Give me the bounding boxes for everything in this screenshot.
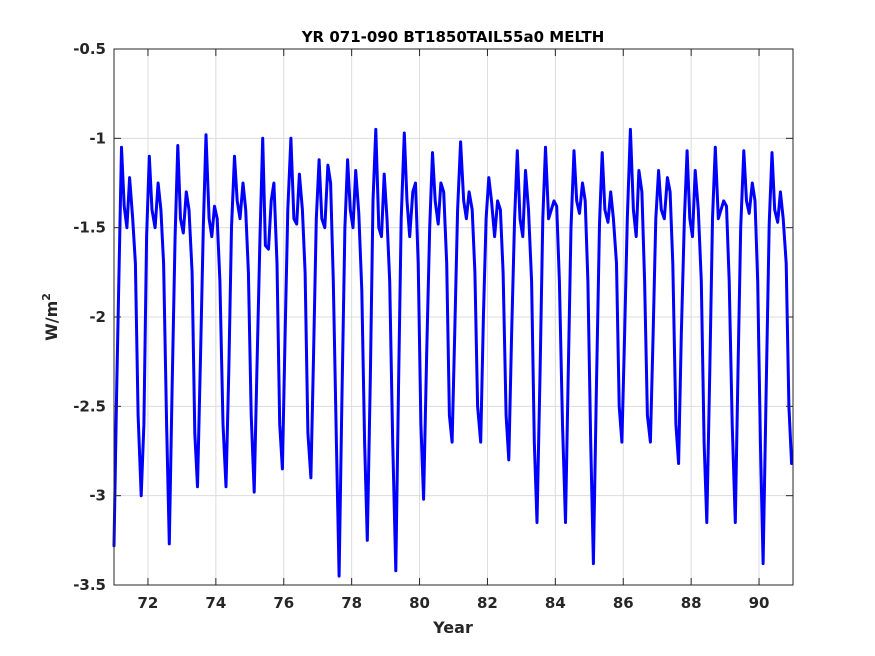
- y-axis-label-base: W/m: [42, 301, 61, 341]
- x-tick-label: 86: [613, 594, 634, 612]
- y-axis-label: W/m2: [40, 293, 61, 341]
- y-tick-label: -1.5: [73, 219, 106, 237]
- x-axis-label: Year: [432, 618, 473, 637]
- x-tick-labels: 72 74 76 78 80 82 84 86 88 90: [138, 594, 770, 612]
- axis-ticks: [114, 48, 793, 586]
- series-line: [112, 127, 794, 578]
- y-tick-label: -1: [89, 129, 106, 147]
- x-tick-label: 74: [205, 594, 226, 612]
- x-tick-label: 80: [409, 594, 430, 612]
- y-tick-label: -0.5: [73, 40, 106, 58]
- x-tick-label: 72: [138, 594, 159, 612]
- y-tick-label: -3: [89, 487, 106, 505]
- x-tick-label: 84: [545, 594, 566, 612]
- x-tick-label: 78: [341, 594, 362, 612]
- x-tick-label: 88: [681, 594, 702, 612]
- y-axis-label-superscript: 2: [40, 293, 53, 301]
- chart-title: YR 071-090 BT1850TAIL55a0 MELTH: [301, 28, 605, 46]
- y-tick-label: -2: [89, 308, 106, 326]
- y-tick-labels: -3.5 -3 -2.5 -2 -1.5 -1 -0.5: [73, 40, 106, 594]
- y-tick-label: -2.5: [73, 397, 106, 415]
- x-tick-label: 90: [749, 594, 770, 612]
- x-tick-label: 82: [477, 594, 498, 612]
- y-tick-label: -3.5: [73, 576, 106, 594]
- x-tick-label: 76: [273, 594, 294, 612]
- data-line-group: [112, 127, 794, 578]
